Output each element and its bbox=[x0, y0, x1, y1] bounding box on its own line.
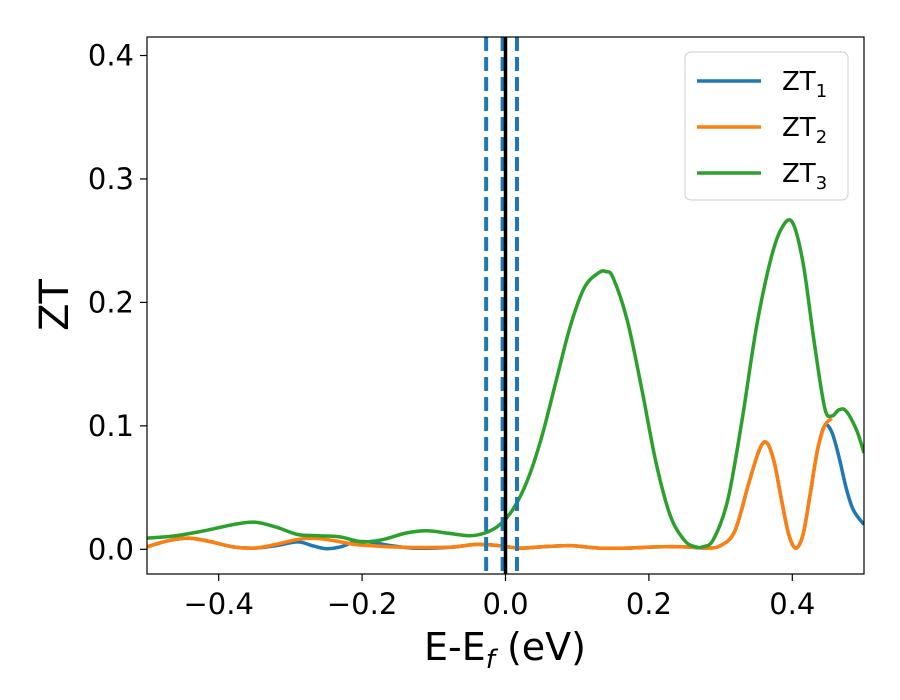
vertical-lines-layer bbox=[484, 37, 519, 574]
y-tick-label: 0.1 bbox=[88, 409, 134, 443]
legend-label-main: ZT bbox=[782, 113, 816, 143]
legend-label-main: ZT bbox=[782, 67, 816, 97]
legend-label-zt1: ZT1 bbox=[782, 67, 827, 102]
legend-label-subscript: 2 bbox=[816, 127, 827, 148]
legend-label-subscript: 3 bbox=[816, 173, 827, 194]
series-line-zt3 bbox=[147, 218, 864, 550]
x-axis-title-main: E-E bbox=[424, 625, 486, 669]
y-tick-label: 0.3 bbox=[88, 162, 134, 196]
legend-label-zt3: ZT3 bbox=[782, 159, 827, 194]
legend-label-subscript: 1 bbox=[816, 81, 827, 102]
x-axis-title-suffix: (eV) bbox=[495, 625, 586, 669]
series-layer bbox=[147, 218, 864, 551]
series-line-zt2 bbox=[147, 417, 833, 551]
x-tick-label: 0.2 bbox=[626, 587, 672, 621]
x-tick-label: −0.4 bbox=[183, 587, 253, 621]
y-tick-label: 0.4 bbox=[88, 39, 134, 73]
y-tick-label: 0.2 bbox=[88, 285, 134, 319]
x-tick-label: 0.4 bbox=[769, 587, 815, 621]
y-axis-title: ZT bbox=[32, 279, 78, 331]
x-tick-label: −0.2 bbox=[327, 587, 397, 621]
x-axis-title: E-Ef (eV) bbox=[424, 625, 586, 675]
legend-label-main: ZT bbox=[782, 159, 816, 189]
y-axis-ticks: 0.0 0.1 0.2 0.3 0.4 bbox=[88, 39, 147, 566]
x-axis-ticks: −0.4 −0.2 0.0 0.2 0.4 bbox=[183, 574, 815, 621]
legend-box bbox=[684, 51, 849, 201]
y-tick-label: 0.0 bbox=[88, 532, 134, 566]
x-tick-label: 0.0 bbox=[482, 587, 528, 621]
legend-label-zt2: ZT2 bbox=[782, 113, 827, 148]
